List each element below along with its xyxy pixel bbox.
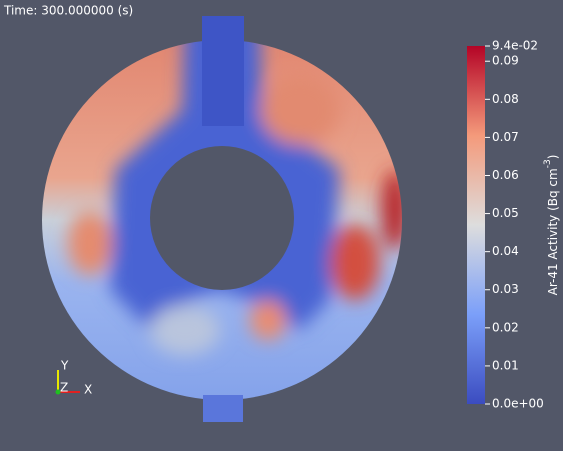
tick-label: 0.04 [492,244,519,258]
axes-triad: Y X Z [55,359,92,397]
z-axis-arrow [55,389,61,395]
tick-label: 0.05 [492,206,519,220]
range-label: 0.0e+00 [492,397,544,411]
range-label: 9.4e-02 [492,39,538,53]
colorbar [467,46,485,404]
tick-label: 0.08 [492,92,519,106]
colorbar-ticks: 0.0e+00 9.4e-02 0.01 0.02 0.03 0.04 0.05 0.06 0.… [485,39,544,411]
colorbar-title-exponent: -3 [543,159,553,168]
tick-label: 0.07 [492,130,519,144]
tick-label: 0.02 [492,320,519,334]
colorbar-title-text: Ar-41 Activity (Bq cm [546,168,560,295]
field-plot [30,10,420,430]
x-axis-label: X [84,383,92,397]
tick-label: 0.01 [492,358,519,372]
colorbar-title-end: ) [546,155,560,160]
z-axis-label: Z [60,381,68,395]
y-axis-label: Y [60,359,69,373]
tick-label: 0.06 [492,168,519,182]
tick-label: 0.03 [492,282,519,296]
tick-label: 0.09 [492,54,519,68]
time-label: Time: 300.000000 (s) [3,4,133,18]
colorbar-title: Ar-41 Activity (Bq cm-3) [543,155,560,296]
